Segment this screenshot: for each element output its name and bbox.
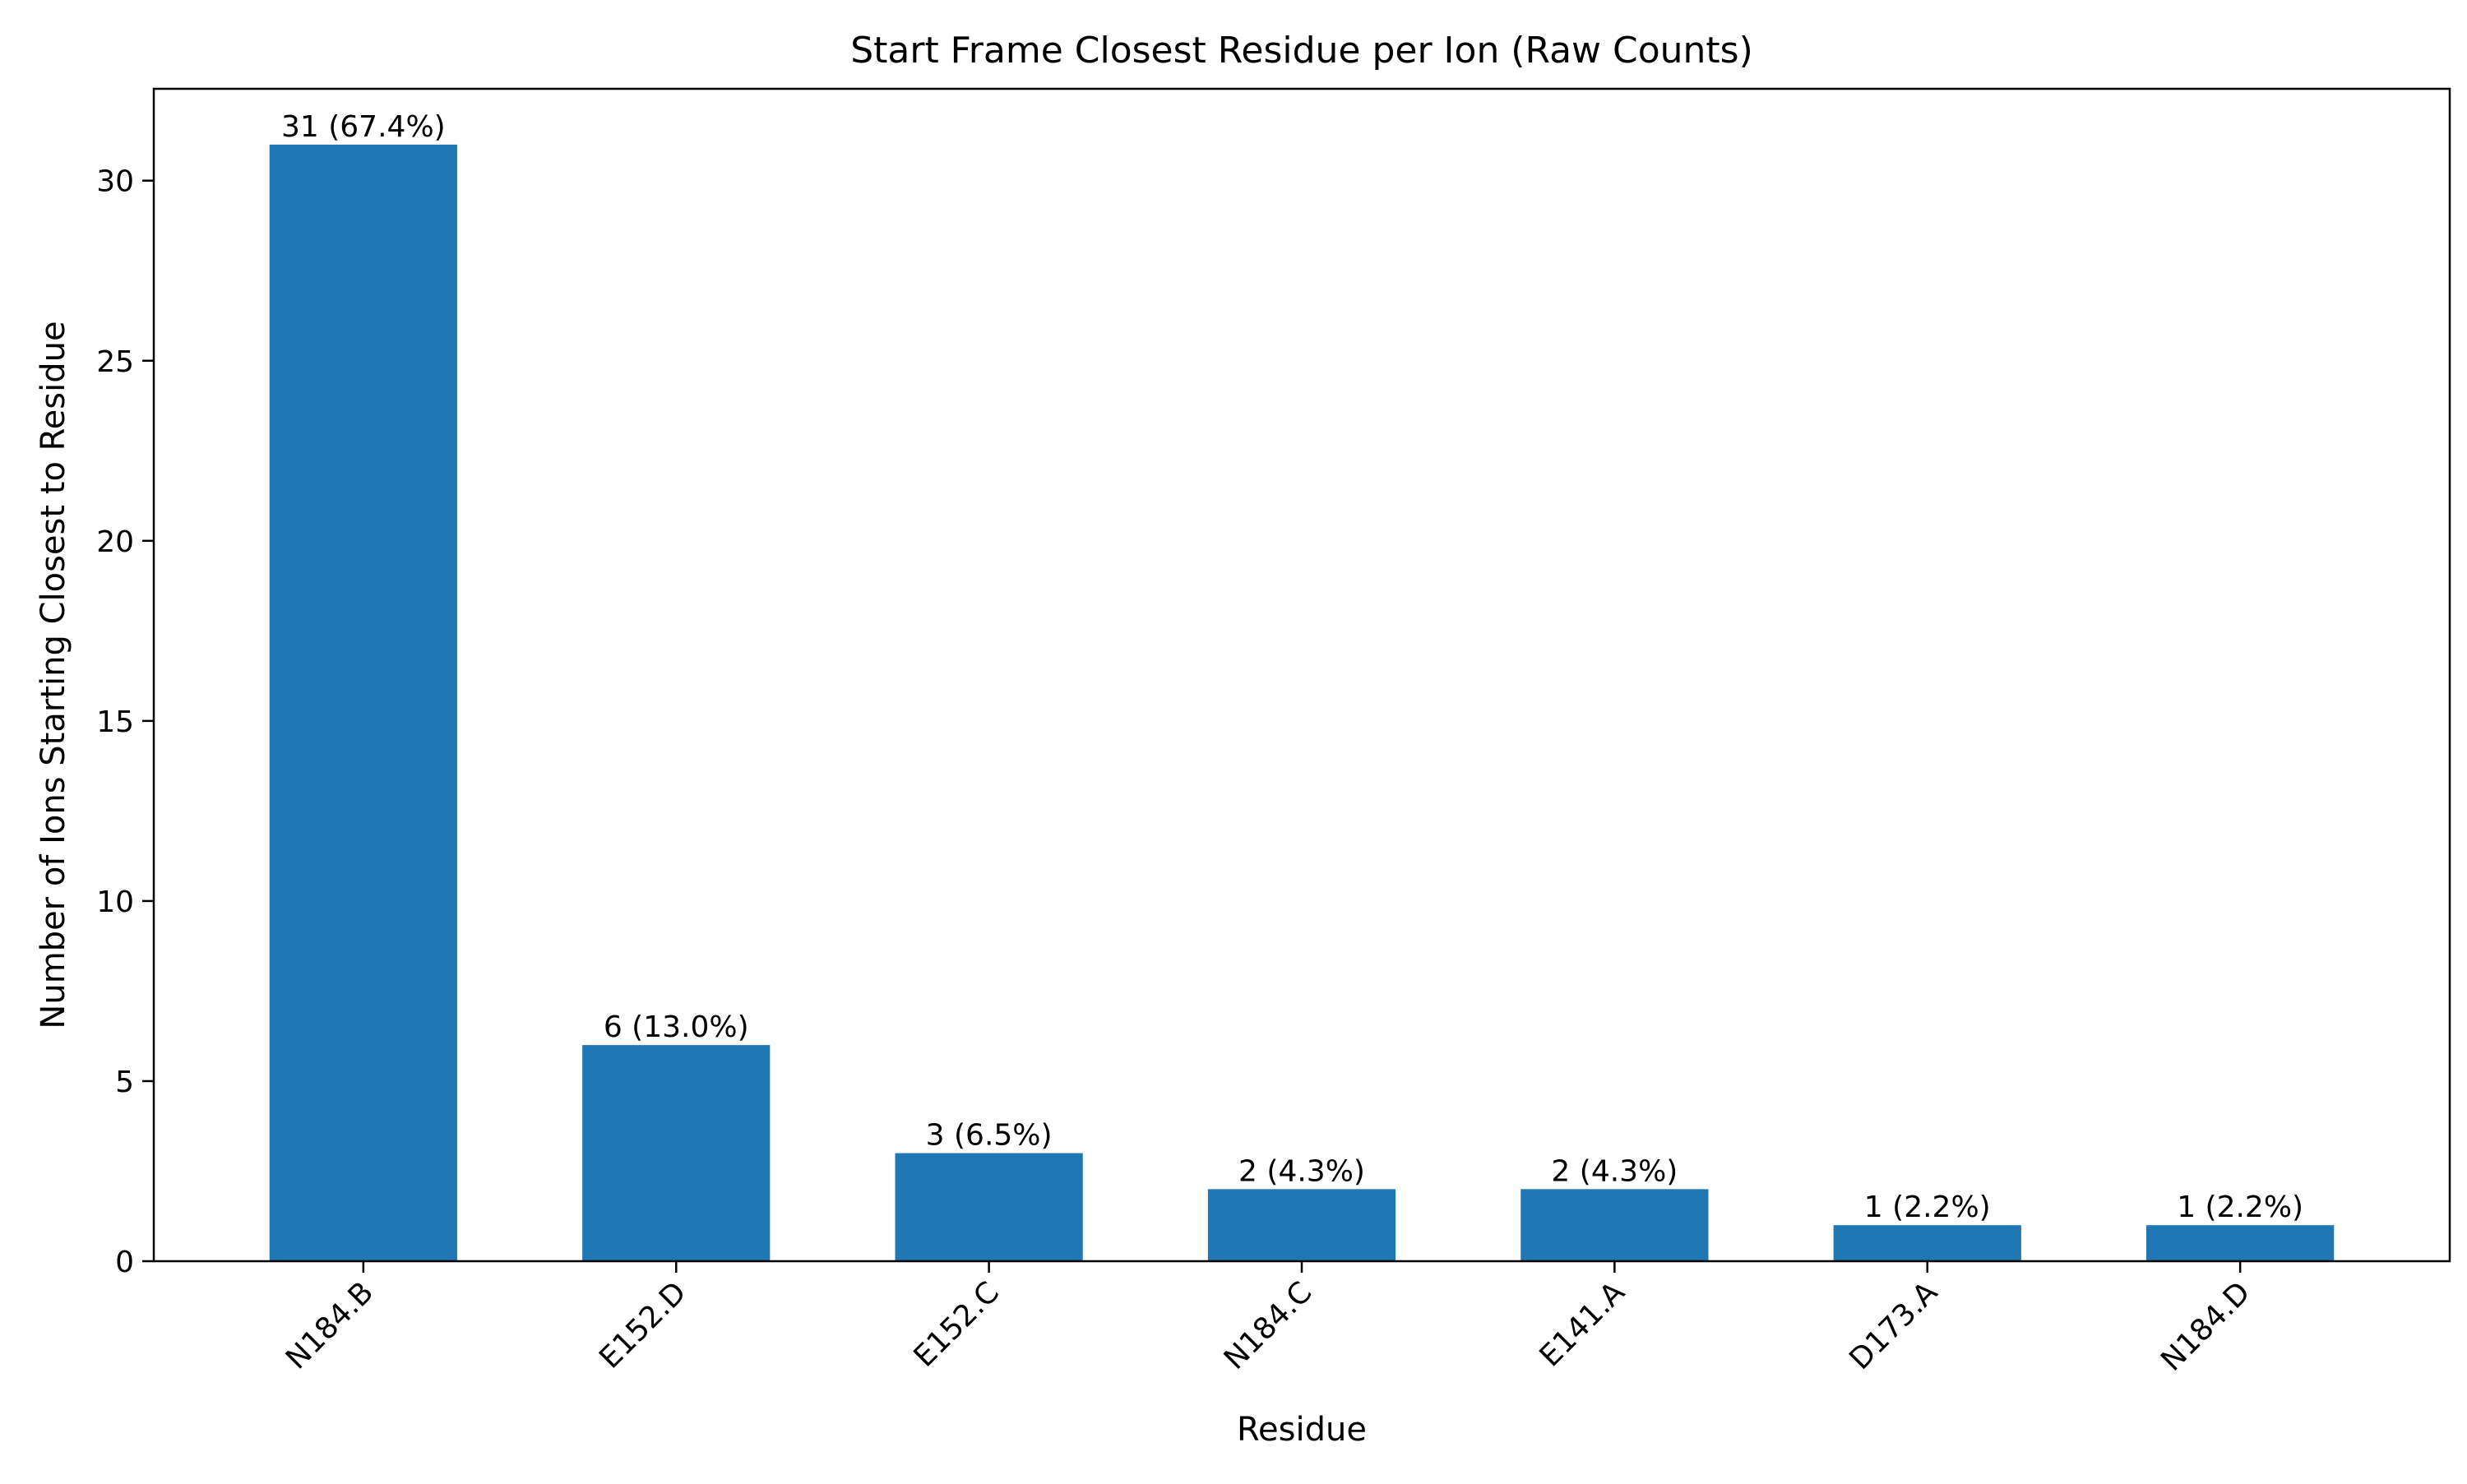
- plot-frame: [152, 87, 2451, 1263]
- bar-e152-d: [582, 1045, 771, 1261]
- bar-value-label: 31 (67.4%): [281, 110, 446, 144]
- y-tick-label: 30: [96, 165, 134, 199]
- bar-value-label: 1 (2.2%): [1864, 1190, 1991, 1224]
- bar-n184-c: [1207, 1189, 1396, 1261]
- bar-value-label: 2 (4.3%): [1551, 1154, 1678, 1188]
- bar-value-label: 3 (6.5%): [926, 1119, 1053, 1153]
- y-tick-label: 0: [115, 1246, 134, 1279]
- y-tick-label: 10: [96, 885, 134, 919]
- y-axis: 0 5 10 15 20 25 30: [96, 165, 154, 1279]
- bar-n184-d: [2146, 1225, 2335, 1261]
- bar-value-label: 6 (13.0%): [604, 1010, 749, 1044]
- bar-value-label: 2 (4.3%): [1238, 1154, 1365, 1188]
- y-tick-label: 20: [96, 525, 134, 559]
- bar-e141-a: [1520, 1189, 1709, 1261]
- bar-d173-a: [1833, 1225, 2021, 1261]
- bars-group: [269, 144, 2335, 1261]
- y-axis-label: Number of Ions Starting Closest to Resid…: [35, 321, 72, 1029]
- y-tick-label: 25: [96, 345, 134, 379]
- chart-title: Start Frame Closest Residue per Ion (Raw…: [850, 30, 1753, 72]
- y-tick-label: 15: [96, 705, 134, 739]
- bar-labels-group: 31 (67.4%) 6 (13.0%) 3 (6.5%) 2 (4.3%) 2 (4.…: [281, 110, 2303, 1224]
- y-tick-label: 5: [115, 1066, 134, 1099]
- bar-e152-c: [895, 1153, 1083, 1261]
- bar-n184-b: [269, 144, 457, 1261]
- bar-value-label: 1 (2.2%): [2177, 1190, 2303, 1224]
- x-axis-label: Residue: [1237, 1411, 1367, 1449]
